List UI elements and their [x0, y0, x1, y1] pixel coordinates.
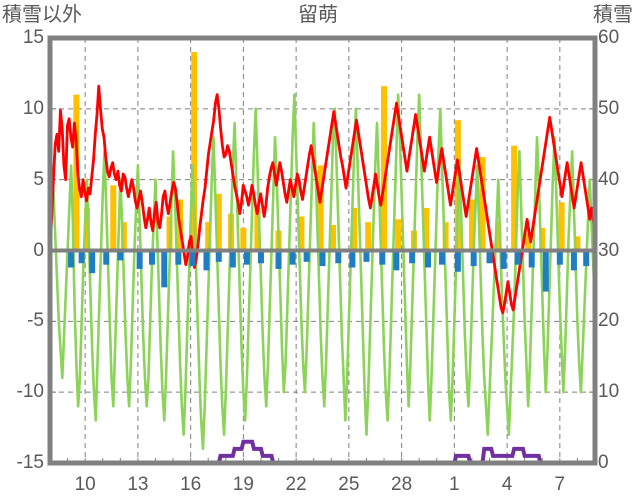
- below-zero-bar: [215, 250, 222, 262]
- precipitation-bar: [574, 236, 581, 251]
- y-axis-right-tick: 60: [598, 27, 620, 48]
- precipitation-bar: [442, 222, 449, 251]
- below-zero-bar: [542, 250, 549, 292]
- below-zero-bar: [275, 250, 282, 269]
- plot-frame: [47, 35, 598, 466]
- series-temp-max: [48, 84, 597, 315]
- below-zero-bar: [514, 250, 521, 265]
- below-zero-bar: [78, 250, 85, 264]
- precipitation-bar: [191, 52, 198, 251]
- below-zero-bar: [363, 250, 370, 262]
- below-zero-bar: [570, 250, 577, 271]
- precipitation-bar: [330, 225, 337, 251]
- below-zero-bar: [175, 250, 182, 265]
- x-axis-tick: 25: [338, 474, 360, 495]
- below-zero-bar: [243, 250, 250, 265]
- precipitation-bar: [240, 227, 247, 251]
- below-zero-bar: [257, 250, 264, 264]
- below-zero-bar: [68, 250, 75, 268]
- y-axis-left-tick: 10: [22, 97, 44, 119]
- x-axis-tick: 7: [554, 474, 566, 495]
- precipitation-bar: [83, 208, 90, 251]
- x-axis-tick: 1: [449, 474, 460, 495]
- precipitation-bar: [539, 227, 546, 251]
- precipitation-bar: [495, 222, 502, 251]
- below-zero-bar: [117, 250, 124, 261]
- precipitation-bar: [298, 216, 305, 251]
- precipitation-bar: [381, 86, 388, 251]
- y-axis-left-tick: -5: [27, 310, 44, 332]
- below-zero-bar: [229, 250, 236, 268]
- x-axis-tick: 19: [232, 474, 254, 495]
- below-zero-bar: [379, 250, 386, 265]
- y-axis-right-tick: 10: [598, 381, 620, 403]
- precipitation-bar: [423, 208, 430, 251]
- precipitation-bar: [317, 165, 324, 251]
- x-axis-tick: 28: [391, 474, 413, 495]
- below-zero-bar: [470, 250, 477, 267]
- precipitation-bar: [511, 145, 518, 251]
- chart-canvas: [47, 35, 598, 466]
- y-axis-left-tick: 15: [22, 27, 44, 48]
- precipitation-bar: [351, 208, 358, 251]
- series-snow-depth: [50, 439, 595, 465]
- x-axis-tick: 13: [127, 474, 149, 495]
- y-axis-right-tick: 30: [598, 239, 620, 261]
- below-zero-bar: [486, 250, 493, 264]
- below-zero-bar: [528, 250, 535, 268]
- x-axis-tick: 16: [180, 474, 202, 495]
- precipitation-bar: [254, 208, 261, 251]
- precipitation-bar: [395, 219, 402, 251]
- below-zero-bar: [439, 250, 446, 265]
- y-axis-right-tick: 20: [598, 310, 620, 332]
- below-zero-bar: [349, 250, 356, 268]
- precipitation-bar: [558, 202, 565, 251]
- below-zero-bar: [148, 250, 155, 265]
- below-zero-bar: [303, 250, 310, 262]
- x-axis-tick: 10: [74, 474, 96, 495]
- x-axis-tick: 4: [501, 474, 513, 495]
- below-zero-bar: [556, 250, 563, 265]
- x-axis-tick: 22: [285, 474, 307, 495]
- below-zero-bar: [203, 250, 210, 271]
- below-zero-bar: [319, 250, 326, 267]
- below-zero-bar: [89, 250, 96, 274]
- y-axis-left: 15 10 5 0 -5 -10 -15: [0, 0, 44, 501]
- below-zero-bar: [454, 250, 461, 272]
- precipitation-bar: [73, 94, 80, 251]
- y-axis-right-tick: 0: [598, 452, 609, 473]
- below-zero-bar: [583, 250, 590, 267]
- below-zero-bar: [409, 250, 416, 264]
- y-axis-left-tick: 5: [33, 168, 44, 190]
- page-title: 留萌: [298, 4, 338, 26]
- precipitation-bar: [110, 185, 117, 251]
- below-zero-bar: [393, 250, 400, 271]
- precipitation-bar: [468, 199, 475, 251]
- below-zero-bar: [424, 250, 431, 268]
- y-axis-left-tick: -15: [16, 452, 44, 473]
- precipitation-bar: [205, 222, 212, 251]
- precipitation-bar: [215, 193, 222, 251]
- below-zero-bar: [189, 250, 196, 267]
- precipitation-bar: [525, 233, 532, 251]
- below-zero-bar: [103, 250, 110, 265]
- right-axis-title: 積雪: [593, 4, 633, 26]
- y-axis-right-tick: 50: [598, 97, 620, 119]
- below-zero-bar: [500, 250, 507, 269]
- left-axis-title: 積雪以外: [2, 4, 82, 26]
- plot-area: [47, 35, 598, 466]
- precipitation-bar: [120, 222, 127, 251]
- below-zero-bar: [335, 250, 342, 264]
- below-zero-bar: [136, 250, 143, 269]
- precipitation-bar: [479, 157, 486, 251]
- y-axis-left-tick: 0: [33, 239, 44, 261]
- y-axis-right: 60 50 40 30 20 10 0: [598, 0, 636, 501]
- y-axis-right-tick: 40: [598, 168, 620, 190]
- precipitation-bar: [365, 222, 372, 251]
- below-zero-bar: [289, 250, 296, 265]
- below-zero-bar: [161, 250, 168, 288]
- y-axis-left-tick: -10: [16, 381, 44, 403]
